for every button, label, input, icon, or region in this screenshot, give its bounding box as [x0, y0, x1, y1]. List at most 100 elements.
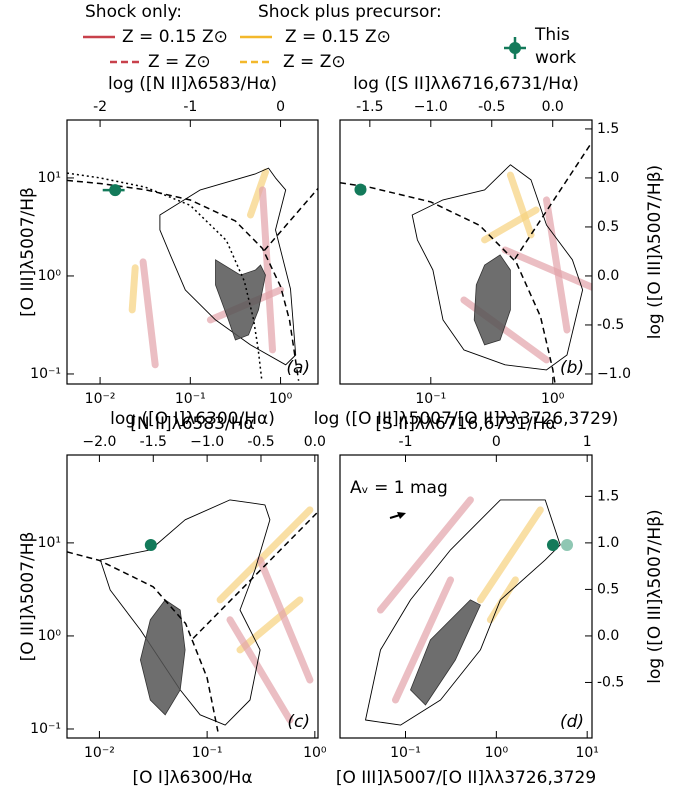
x-tick-label: 10⁰ — [269, 391, 293, 407]
y2-axis-label: log ([O III]λ5007/Hβ) — [645, 509, 665, 683]
panel: 10⁻² 10⁻¹ 10⁰ -2 -1 0 10⁻¹ 10⁰ 10¹ [N II]λ6583/Hα… — [18, 74, 319, 434]
y-axis-label: [O III]λ5007/Hβ — [18, 532, 38, 662]
x-tick-label: 10⁻¹ — [175, 391, 206, 407]
contour — [215, 259, 266, 341]
data-point — [561, 538, 574, 551]
x-axis-label: [O I]λ6300/Hα — [132, 768, 252, 788]
x2-tick-label: -1 — [399, 434, 413, 450]
x2-tick-label: 0.0 — [542, 99, 564, 115]
x2-axis-label: log ([O III]λ5007/[O II]λλ3726,3729) — [314, 409, 619, 429]
y2-tick-label: 1.0 — [597, 535, 619, 551]
panel: 10⁻¹ 10⁰ -1.5 −1.0 -0.5 0.0 −1.0 -0.5 0.0 0.5 1.0 1… — [339, 74, 665, 434]
x2-axis-label: log ([S II]λλ6716,6731/Hα) — [353, 74, 579, 94]
contour — [99, 499, 271, 726]
frame — [339, 454, 593, 739]
y2-tick-label: 1.0 — [597, 170, 619, 186]
x-tick-label: 10⁰ — [485, 745, 509, 761]
x-tick-label: 10⁻¹ — [192, 745, 223, 761]
dividing-line — [514, 142, 592, 260]
x2-axis-label: log ([O I]λ6300/Hα) — [110, 409, 275, 429]
y2-tick-label: 0.0 — [597, 268, 619, 284]
y-tick-label: 10⁻¹ — [30, 721, 61, 737]
y2-tick-label: 1.5 — [597, 488, 619, 504]
legend-label: This work — [535, 25, 577, 68]
model-grid — [543, 196, 571, 334]
annotation-arrow — [389, 514, 401, 519]
x-tick-label: 10⁻² — [84, 745, 115, 761]
data-point — [144, 538, 157, 551]
legend-title: Shock only: — [85, 2, 182, 22]
y-tick-label: 10⁰ — [38, 628, 62, 644]
y2-tick-label: 0.5 — [597, 581, 619, 597]
model-grid — [506, 171, 535, 239]
legend-label: Z = Z⊙ — [148, 52, 211, 72]
x-tick-label: 10⁰ — [541, 391, 565, 407]
y2-tick-label: 0.5 — [597, 219, 619, 235]
x2-tick-label: -0.5 — [247, 434, 274, 450]
legend-label: Z = Z⊙ — [283, 52, 346, 72]
contour — [139, 599, 186, 716]
x-tick-label: 10⁻¹ — [415, 391, 446, 407]
y2-axis-label: log ([O III]λ5007/Hβ) — [645, 165, 665, 339]
annotation-arrowhead — [397, 512, 406, 519]
dividing-line — [67, 179, 300, 381]
model-grid — [247, 168, 269, 219]
model-grid — [128, 264, 139, 314]
y2-tick-label: -0.5 — [597, 674, 624, 690]
x2-tick-label: 0.0 — [304, 434, 326, 450]
frame — [339, 119, 593, 385]
frame — [66, 454, 319, 739]
x2-axis-label: log ([N II]λ6583/Hα) — [108, 74, 277, 94]
x-axis-label: [N II]λ6583/Hα — [130, 414, 254, 434]
contour — [411, 164, 584, 371]
y2-tick-label: 1.5 — [597, 121, 619, 137]
panel-label: (b) — [560, 358, 584, 378]
y2-tick-label: −1.0 — [597, 366, 631, 382]
panel-label: (c) — [287, 712, 310, 732]
contour — [410, 599, 481, 706]
model-grid — [476, 506, 544, 604]
x2-tick-label: −1.0 — [190, 434, 224, 450]
plot-area — [67, 499, 318, 732]
plot-area — [67, 167, 318, 381]
y-axis-label: [O III]λ5007/Hβ — [18, 187, 38, 317]
x2-tick-label: -1.5 — [356, 99, 383, 115]
x2-tick-label: 1 — [583, 434, 592, 450]
y2-tick-label: -0.5 — [597, 317, 624, 333]
legend-title: Shock plus precursor: — [258, 2, 442, 22]
model-grid — [226, 616, 294, 724]
x-tick-label: 10⁰ — [303, 745, 327, 761]
dividing-line — [67, 172, 263, 379]
model-grid — [216, 506, 314, 604]
data-point — [546, 538, 559, 551]
x-axis-label: [S II]λλ6716,6731/Hα — [375, 414, 556, 434]
x2-tick-label: −2.0 — [82, 434, 116, 450]
y-tick-label: 10¹ — [38, 535, 61, 551]
y-tick-label: 10⁻¹ — [30, 366, 61, 382]
contour — [159, 167, 297, 366]
legend-label: Z = 0.15 Z⊙ — [285, 27, 391, 47]
x2-tick-label: -2 — [93, 99, 107, 115]
x-axis-label: [O III]λ5007/[O II]λλ3726,3729 — [336, 768, 596, 788]
data-point — [354, 183, 367, 196]
plot-area — [340, 142, 592, 384]
model-grid — [236, 596, 304, 654]
model-grid — [392, 576, 454, 704]
model-grid — [139, 258, 159, 369]
dividing-line — [263, 188, 318, 251]
x-tick-label: 10⁻¹ — [390, 745, 421, 761]
frame — [66, 119, 319, 385]
x-tick-label: 10⁻² — [85, 391, 116, 407]
dividing-line — [192, 511, 318, 639]
dividing-line — [340, 181, 556, 384]
model-grid — [501, 246, 592, 292]
x-tick-label: 10¹ — [575, 745, 598, 761]
dividing-line — [67, 551, 219, 732]
legend-label: Z = 0.15 Z⊙ — [122, 27, 228, 47]
data-point — [109, 184, 122, 197]
model-grid — [259, 186, 276, 354]
panel: 10⁻¹ 10⁰ 10¹ -1 0 1 -0.5 0.0 0.5 1.0 1.5 [O III]λ50… — [314, 409, 665, 788]
y-tick-label: 10⁰ — [38, 268, 62, 284]
